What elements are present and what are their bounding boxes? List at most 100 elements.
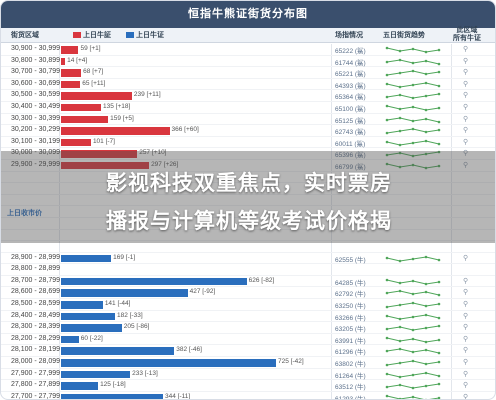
headline-overlay xyxy=(1,151,495,243)
range-label: 27,800 - 27,899 xyxy=(11,381,61,389)
trend-sparkline xyxy=(385,139,441,147)
magnifier-icon[interactable]: ⚲ xyxy=(463,312,469,320)
bar-value-label: 60 [-22] xyxy=(80,334,103,342)
bar-value-label: 626 [-82] xyxy=(248,276,275,284)
table-row: 28,400 - 28,499 182 [-33] 63266 (牛) ⚲ xyxy=(1,311,495,323)
table-row: 27,800 - 27,899 125 [-18] 63512 (牛) ⚲ xyxy=(1,380,495,392)
bull-bar[interactable] xyxy=(61,103,102,112)
bull-swatch xyxy=(73,32,81,39)
bull-bar[interactable] xyxy=(61,138,91,147)
close-price-label: 上日收市价 xyxy=(7,210,42,217)
magnifier-icon[interactable]: ⚲ xyxy=(463,254,469,262)
bull-bar[interactable] xyxy=(61,57,66,66)
magnifier-icon[interactable]: ⚲ xyxy=(463,324,469,332)
table-row xyxy=(1,183,495,195)
magnifier-icon[interactable]: ⚲ xyxy=(463,370,469,378)
table-row xyxy=(1,230,495,242)
table-row: 28,600 - 28,699 427 [-92] 62792 (牛) ⚲ xyxy=(1,287,495,300)
range-label: 27,900 - 27,999 xyxy=(11,369,61,377)
price-cell: 63205 (牛) xyxy=(335,326,366,334)
table-row: 30,700 - 30,799 68 [+7] 65221 (鯊) ⚲ xyxy=(1,67,495,79)
bull-bar[interactable] xyxy=(61,80,81,89)
magnifier-icon[interactable]: ⚲ xyxy=(463,115,469,123)
magnifier-icon[interactable]: ⚲ xyxy=(463,127,469,135)
bar-value-label: 233 [-13] xyxy=(132,369,158,377)
column-divider xyxy=(451,44,452,399)
bear-bar[interactable] xyxy=(61,277,247,286)
magnifier-icon[interactable]: ⚲ xyxy=(463,57,469,65)
magnifier-icon[interactable]: ⚲ xyxy=(463,277,469,285)
range-label: 28,200 - 28,299 xyxy=(11,334,61,342)
magnifier-icon[interactable]: ⚲ xyxy=(463,92,469,100)
bar-value-label: 205 [-86] xyxy=(123,323,150,331)
trend-sparkline xyxy=(385,69,441,77)
table-row: 28,500 - 28,599 141 [-44] 63250 (牛) ⚲ xyxy=(1,299,495,311)
magnifier-icon[interactable]: ⚲ xyxy=(463,393,469,400)
price-cell: 64285 (牛) xyxy=(335,279,366,287)
price-cell: 62555 (牛) xyxy=(335,256,366,264)
price-cell: 61744 (鯊) xyxy=(335,59,366,67)
bear-bar[interactable] xyxy=(61,312,115,321)
table-row: 28,100 - 28,199 382 [-46] 61296 (牛) ⚲ xyxy=(1,345,495,358)
magnifier-icon[interactable]: ⚲ xyxy=(463,289,469,297)
table-header: 街货区域 上日牛証 上日牛证 场指情况 五日街货趋势 此区域 所有牛证 xyxy=(1,27,495,43)
bear-bar[interactable] xyxy=(61,347,175,355)
bear-bar[interactable] xyxy=(61,382,99,390)
range-label: 30,200 - 30,299 xyxy=(11,126,61,134)
magnifier-icon[interactable]: ⚲ xyxy=(463,382,469,390)
range-label: 30,700 - 30,799 xyxy=(11,68,61,76)
price-cell: 62792 (牛) xyxy=(335,291,366,299)
range-label: 28,500 - 28,599 xyxy=(11,300,61,308)
bear-bar[interactable] xyxy=(61,254,112,263)
distribution-table: 30,900 - 30,999 59 [+1] 65222 (鯊) ⚲ 30,800 -… xyxy=(1,44,495,400)
axis-line xyxy=(59,44,60,399)
headline-line-2: 播报与计算机等级考试价格揭 xyxy=(106,210,392,233)
trend-sparkline xyxy=(385,394,441,399)
magnifier-icon[interactable]: ⚲ xyxy=(463,80,469,88)
magnifier-icon[interactable]: ⚲ xyxy=(463,103,469,111)
magnifier-icon[interactable]: ⚲ xyxy=(463,150,469,158)
trend-sparkline xyxy=(385,348,441,355)
table-row: 28,200 - 28,299 60 [-22] 63991 (牛) ⚲ xyxy=(1,334,495,346)
magnifier-icon[interactable]: ⚲ xyxy=(463,301,469,309)
bull-bar[interactable] xyxy=(61,92,132,100)
magnifier-icon[interactable]: ⚲ xyxy=(463,138,469,146)
bear-bar[interactable] xyxy=(61,393,163,399)
table-row: 30,800 - 30,899 14 [+4] 61744 (鯊) ⚲ xyxy=(1,56,495,68)
bear-bar[interactable] xyxy=(61,289,188,297)
bear-bar[interactable] xyxy=(61,301,103,309)
bar-value-label: 135 [+18] xyxy=(103,102,131,110)
price-cell: 62743 (鯊) xyxy=(335,129,366,137)
magnifier-icon[interactable]: ⚲ xyxy=(463,347,469,355)
magnifier-icon[interactable]: ⚲ xyxy=(463,46,469,53)
bar-value-label: 182 [-33] xyxy=(116,311,143,319)
magnifier-icon[interactable]: ⚲ xyxy=(463,161,469,169)
magnifier-icon[interactable]: ⚲ xyxy=(463,69,469,77)
bar-value-label: 101 [-7] xyxy=(92,137,115,145)
bull-bar[interactable] xyxy=(61,69,82,77)
price-cell: 65222 (鯊) xyxy=(335,48,366,55)
bear-bar[interactable] xyxy=(61,324,122,332)
bull-bar[interactable] xyxy=(61,127,170,135)
bull-bar[interactable] xyxy=(61,115,109,124)
price-cell: 65125 (鯊) xyxy=(335,117,366,125)
trend-sparkline xyxy=(385,127,441,135)
bull-bar[interactable] xyxy=(61,150,138,158)
range-label: 30,800 - 30,899 xyxy=(11,56,61,64)
magnifier-icon[interactable]: ⚲ xyxy=(463,359,469,367)
trend-sparkline xyxy=(385,116,441,123)
bull-bar[interactable] xyxy=(61,161,150,170)
trend-sparkline xyxy=(385,371,441,378)
bear-bar[interactable] xyxy=(61,359,276,367)
bear-bar[interactable] xyxy=(61,335,79,344)
range-label: 30,000 - 30,099 xyxy=(11,149,61,157)
bear-bar[interactable] xyxy=(61,370,131,379)
magnifier-icon[interactable]: ⚲ xyxy=(463,335,469,343)
bull-bar[interactable] xyxy=(61,46,79,54)
table-row: 30,100 - 30,199 101 [-7] 60011 (鯊) ⚲ xyxy=(1,137,495,149)
trend-sparkline xyxy=(385,313,441,320)
price-cell: 61293 (牛) xyxy=(335,395,366,400)
column-divider xyxy=(331,44,332,399)
trend-sparkline xyxy=(385,151,441,158)
price-cell: 65364 (鯊) xyxy=(335,94,366,102)
